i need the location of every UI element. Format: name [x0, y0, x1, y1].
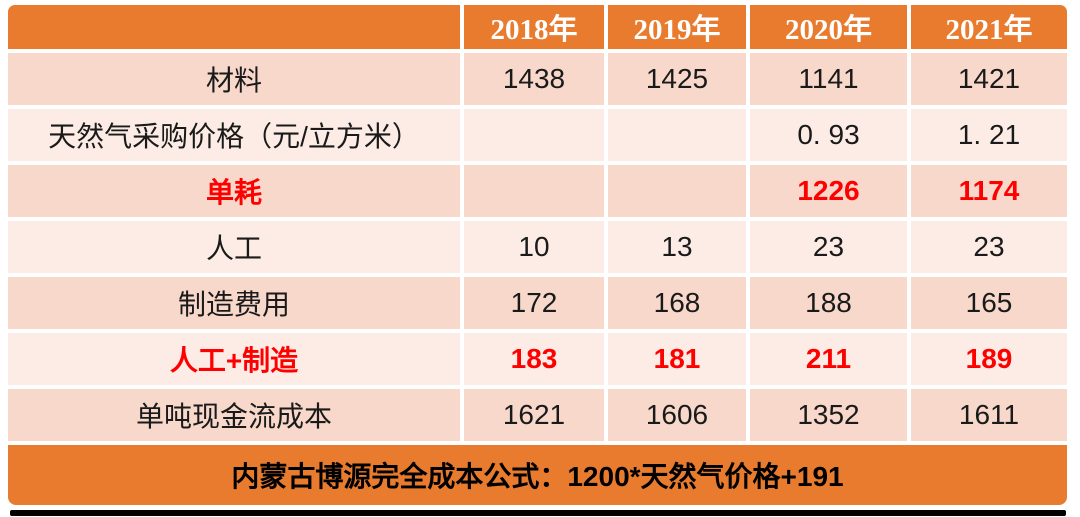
value-cell: 1421	[911, 53, 1067, 105]
footer-formula-note: 内蒙古博源完全成本公式：1200*天然气价格+191	[8, 445, 1067, 505]
value-cell: 188	[750, 277, 907, 329]
value-cell: 1174	[911, 165, 1067, 217]
row-label: 人工	[8, 221, 460, 273]
table-row-unit-consumption: 单耗 1226 1174	[8, 165, 1067, 217]
header-row: 2018年 2019年 2020年 2021年	[8, 5, 1067, 49]
header-empty-cell	[8, 5, 460, 49]
table-row-cash-cost-per-ton: 单吨现金流成本 1621 1606 1352 1611	[8, 389, 1067, 441]
value-cell	[464, 165, 604, 217]
table-row-manufacturing-cost: 制造费用 172 168 188 165	[8, 277, 1067, 329]
value-cell: 10	[464, 221, 604, 273]
table-row-labor: 人工 10 13 23 23	[8, 221, 1067, 273]
value-cell: 181	[608, 333, 746, 385]
row-label: 单吨现金流成本	[8, 389, 460, 441]
header-year-2021: 2021年	[911, 5, 1067, 49]
value-cell: 183	[464, 333, 604, 385]
value-cell: 1621	[464, 389, 604, 441]
value-cell: 1438	[464, 53, 604, 105]
value-cell: 1141	[750, 53, 907, 105]
value-cell: 23	[911, 221, 1067, 273]
footer-row: 内蒙古博源完全成本公式：1200*天然气价格+191	[8, 445, 1067, 505]
value-cell: 165	[911, 277, 1067, 329]
value-cell: 1425	[608, 53, 746, 105]
table-footer: 内蒙古博源完全成本公式：1200*天然气价格+191	[8, 445, 1067, 505]
bottom-border-bar	[10, 510, 1066, 516]
value-cell	[608, 165, 746, 217]
header-year-2020: 2020年	[750, 5, 907, 49]
table-header: 2018年 2019年 2020年 2021年	[8, 5, 1067, 49]
value-cell: 1606	[608, 389, 746, 441]
header-year-2018: 2018年	[464, 5, 604, 49]
table-body: 材料 1438 1425 1141 1421 天然气采购价格（元/立方米） 0.…	[8, 53, 1067, 441]
value-cell: 1611	[911, 389, 1067, 441]
cost-table: 2018年 2019年 2020年 2021年 材料 1438 1425 114…	[4, 1, 1071, 509]
value-cell: 172	[464, 277, 604, 329]
value-cell: 1. 21	[911, 109, 1067, 161]
value-cell: 1226	[750, 165, 907, 217]
row-label: 材料	[8, 53, 460, 105]
row-label: 单耗	[8, 165, 460, 217]
table-row-labor-plus-manufacturing: 人工+制造 183 181 211 189	[8, 333, 1067, 385]
value-cell	[608, 109, 746, 161]
value-cell: 1352	[750, 389, 907, 441]
value-cell: 13	[608, 221, 746, 273]
row-label: 天然气采购价格（元/立方米）	[8, 109, 460, 161]
value-cell: 0. 93	[750, 109, 907, 161]
value-cell: 168	[608, 277, 746, 329]
value-cell	[464, 109, 604, 161]
value-cell: 189	[911, 333, 1067, 385]
row-label: 制造费用	[8, 277, 460, 329]
header-year-2019: 2019年	[608, 5, 746, 49]
row-label: 人工+制造	[8, 333, 460, 385]
table-row-materials: 材料 1438 1425 1141 1421	[8, 53, 1067, 105]
value-cell: 211	[750, 333, 907, 385]
table-row-gas-price: 天然气采购价格（元/立方米） 0. 93 1. 21	[8, 109, 1067, 161]
value-cell: 23	[750, 221, 907, 273]
